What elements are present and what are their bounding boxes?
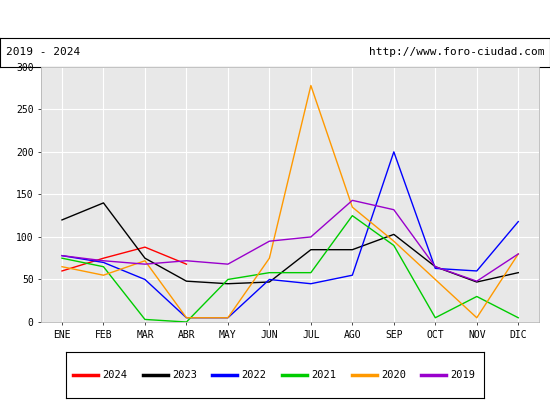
- Text: 2019: 2019: [450, 370, 476, 380]
- Text: 2024: 2024: [102, 370, 127, 380]
- Text: 2022: 2022: [241, 370, 267, 380]
- Text: Evolucion Nº Turistas Nacionales en el municipio de Ventosa del Río Almar: Evolucion Nº Turistas Nacionales en el m…: [56, 12, 494, 26]
- Text: 2021: 2021: [311, 370, 336, 380]
- Text: http://www.foro-ciudad.com: http://www.foro-ciudad.com: [369, 47, 544, 57]
- Text: 2020: 2020: [381, 370, 406, 380]
- Text: 2019 - 2024: 2019 - 2024: [6, 47, 80, 57]
- Text: 2023: 2023: [172, 370, 197, 380]
